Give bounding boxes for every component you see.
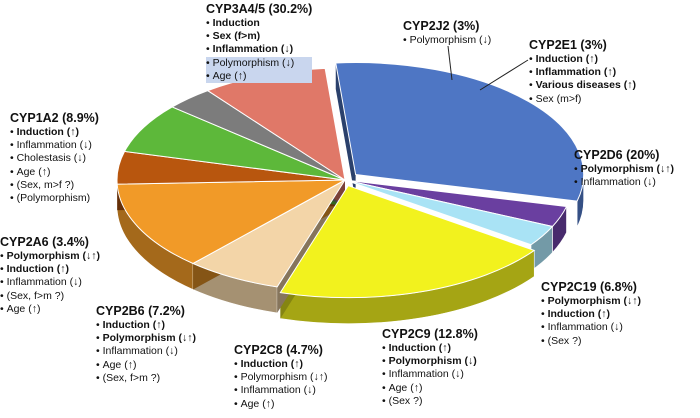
label-item: Polymorphism (↓) bbox=[403, 34, 492, 47]
leader-line-cyp2e1 bbox=[479, 59, 529, 91]
label-cyp2e1: CYP2E1 (3%) Induction (↑) Inflammation (… bbox=[529, 38, 636, 106]
label-item: Inflammation (↓) bbox=[96, 345, 196, 358]
label-item: Inflammation (↓) bbox=[574, 176, 674, 189]
label-title: CYP2E1 (3%) bbox=[529, 38, 607, 52]
label-cyp2c9: CYP2C9 (12.8%) Induction (↑) Polymorphis… bbox=[382, 327, 478, 408]
label-title: CYP2B6 (7.2%) bbox=[96, 304, 185, 318]
label-item: Polymorphism (↓) bbox=[206, 56, 313, 70]
label-cyp2b6: CYP2B6 (7.2%) Induction (↑) Polymorphism… bbox=[96, 304, 196, 385]
label-title: CYP2C8 (4.7%) bbox=[234, 343, 323, 357]
label-item: (Sex ?) bbox=[541, 335, 641, 348]
label-item: Polymorphism (↓) bbox=[382, 355, 478, 368]
label-item: Induction (↑) bbox=[0, 263, 100, 276]
pie-wall-cyp3a4-5 bbox=[335, 62, 356, 201]
label-item: Age (↑) bbox=[0, 303, 100, 316]
label-title: CYP2D6 (20%) bbox=[574, 148, 660, 162]
label-item: Inflammation (↑) bbox=[529, 66, 636, 79]
label-cyp2c19: CYP2C19 (6.8%) Polymorphism (↓↑) Inducti… bbox=[541, 280, 641, 348]
label-item: Induction (↑) bbox=[529, 53, 636, 66]
label-item: Induction bbox=[206, 17, 312, 30]
label-item: Age (↑) bbox=[96, 359, 196, 372]
label-item: Induction (↑) bbox=[234, 358, 328, 371]
label-item: Age (↑) bbox=[382, 382, 478, 395]
label-title: CYP1A2 (8.9%) bbox=[10, 111, 99, 125]
label-item: Inflammation (↓) bbox=[10, 139, 99, 152]
label-item: Cholestasis (↓) bbox=[10, 152, 99, 165]
label-item: Various diseases (↑) bbox=[529, 79, 636, 92]
leader-line-cyp2j2 bbox=[447, 45, 453, 81]
label-item: Induction (↑) bbox=[96, 319, 196, 332]
label-item: Inflammation (↓) bbox=[0, 276, 100, 289]
label-item: Inflammation (↓) bbox=[382, 368, 478, 381]
label-item: Inflammation (↓) bbox=[234, 384, 328, 397]
label-item: Induction (↑) bbox=[541, 308, 641, 321]
label-cyp2d6: CYP2D6 (20%) Polymorphism (↓↑) Inflammat… bbox=[574, 148, 674, 189]
label-item: Inflammation (↓) bbox=[206, 43, 312, 56]
label-item: Polymorphism (↓↑) bbox=[96, 332, 196, 345]
pie-slice-cyp2c9 bbox=[116, 179, 346, 265]
label-item: Age (↑) bbox=[10, 166, 99, 179]
label-item: Polymorphism (↓↑) bbox=[541, 295, 641, 308]
label-item: Induction (↑) bbox=[382, 342, 478, 355]
label-item: Polymorphism (↓↑) bbox=[234, 371, 328, 384]
label-item: Sex (m>f) bbox=[529, 93, 636, 106]
label-cyp1a2: CYP1A2 (8.9%) Induction (↑) Inflammation… bbox=[10, 111, 99, 205]
pie-slice-cyp2d6 bbox=[279, 185, 536, 299]
label-cyp3a4: CYP3A4/5 (30.2%) Induction Sex (f>m) Inf… bbox=[206, 2, 313, 84]
label-item: (Sex, m>f ?) bbox=[10, 179, 99, 192]
label-title: CYP3A4/5 (30.2%) bbox=[206, 2, 313, 16]
label-cyp2c8: CYP2C8 (4.7%) Induction (↑) Polymorphism… bbox=[234, 343, 328, 411]
label-item: Sex (f>m) bbox=[206, 30, 312, 43]
label-item: (Sex, f>m ?) bbox=[0, 290, 100, 303]
label-title: CYP2J2 (3%) bbox=[403, 19, 480, 33]
label-item: Polymorphism (↓↑) bbox=[0, 250, 100, 263]
label-item: Induction (↑) bbox=[10, 126, 99, 139]
pie-slice-cyp2e1 bbox=[344, 179, 554, 246]
label-item: (Sex, f>m ?) bbox=[96, 372, 196, 385]
label-cyp2a6: CYP2A6 (3.4%) Polymorphism (↓↑) Inductio… bbox=[0, 235, 100, 316]
label-item: (Polymorphism) bbox=[10, 192, 99, 205]
label-title: CYP2A6 (3.4%) bbox=[0, 235, 89, 249]
label-item: Age (↑) bbox=[206, 69, 313, 84]
label-item: Inflammation (↓) bbox=[541, 321, 641, 334]
label-title: CYP2C9 (12.8%) bbox=[382, 327, 478, 341]
label-item: (Sex ?) bbox=[382, 395, 478, 408]
label-item: Age (↑) bbox=[234, 398, 328, 411]
label-cyp2j2: CYP2J2 (3%) Polymorphism (↓) bbox=[403, 19, 491, 47]
label-item: Polymorphism (↓↑) bbox=[574, 163, 674, 176]
label-title: CYP2C19 (6.8%) bbox=[541, 280, 637, 294]
pie-slice-cyp2b6 bbox=[123, 106, 346, 181]
